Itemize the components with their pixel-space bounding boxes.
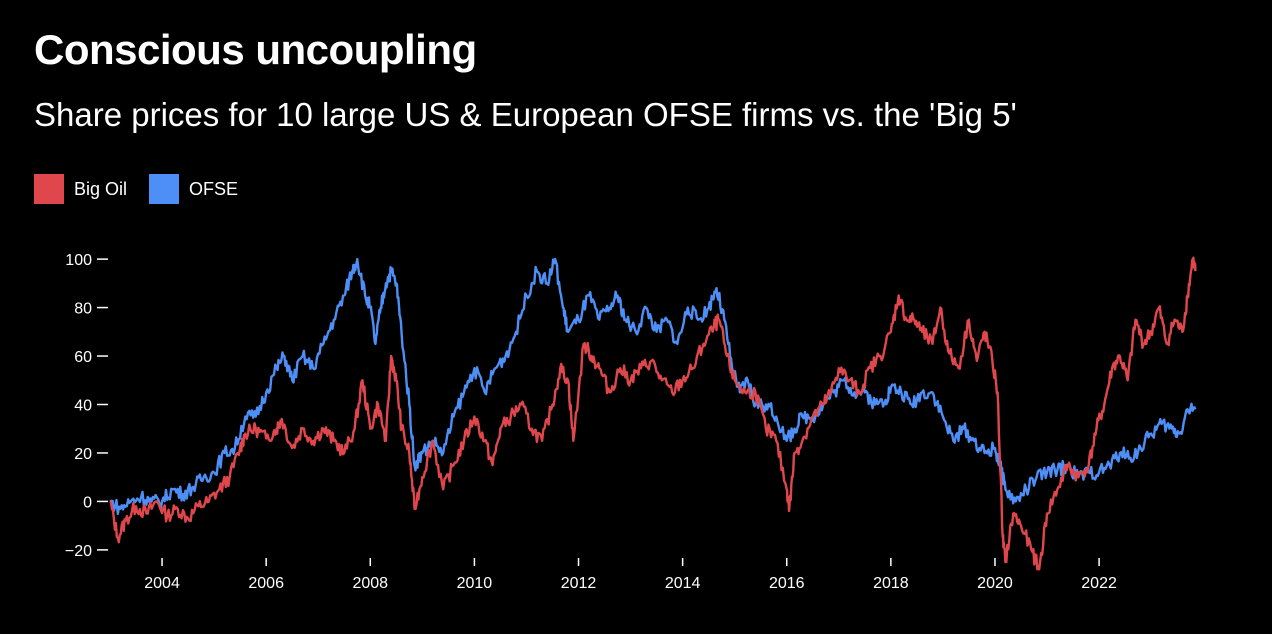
x-tick-label: 2010: [457, 575, 493, 592]
chart-subtitle: Share prices for 10 large US & European …: [34, 96, 1017, 133]
y-tick-label: −20: [65, 543, 92, 560]
chart-title: Conscious uncoupling: [34, 26, 477, 73]
y-tick-label: 0: [83, 494, 92, 511]
y-tick-label: 40: [74, 398, 92, 415]
x-tick-label: 2016: [769, 575, 805, 592]
series-line-big-oil: [109, 256, 1197, 571]
legend-item-big-oil: Big Oil: [34, 174, 127, 204]
x-tick-label: 2004: [144, 575, 180, 592]
legend-swatch-ofse: [149, 174, 180, 204]
x-tick-label: 2006: [248, 575, 284, 592]
x-tick-label: 2018: [873, 575, 909, 592]
y-tick-label: 80: [74, 301, 92, 318]
legend-item-ofse: OFSE: [149, 174, 238, 204]
legend: Big Oil OFSE: [34, 174, 260, 204]
y-tick-label: 60: [74, 349, 92, 366]
x-tick-label: 2020: [977, 575, 1013, 592]
x-tick-label: 2014: [665, 575, 701, 592]
legend-label-big-oil: Big Oil: [74, 178, 128, 199]
x-tick-label: 2022: [1081, 575, 1117, 592]
x-tick-label: 2012: [561, 575, 597, 592]
series-line-ofse: [109, 257, 1197, 515]
y-tick-label: 20: [74, 446, 92, 463]
legend-swatch-big-oil: [34, 174, 64, 204]
x-tick-label: 2008: [352, 575, 388, 592]
legend-label-ofse: OFSE: [189, 178, 239, 199]
y-tick-label: 100: [65, 252, 92, 269]
